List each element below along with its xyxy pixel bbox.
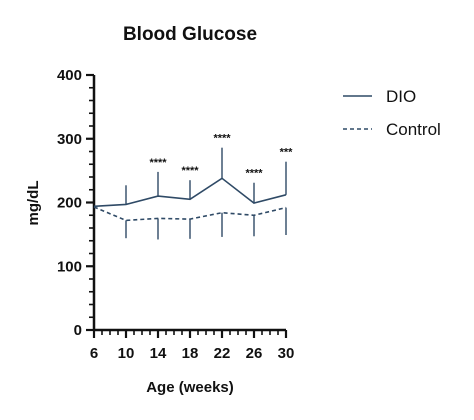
significance-label: **** bbox=[149, 157, 167, 169]
significance-label: **** bbox=[213, 133, 231, 145]
significance-label: *** bbox=[280, 147, 294, 159]
series-line-control bbox=[93, 206, 287, 222]
axes: 0 100 200 300 400 6 10 14 18 22 26 30 bbox=[57, 67, 294, 362]
legend: DIO Control bbox=[343, 87, 441, 139]
x-tick-label: 26 bbox=[246, 345, 263, 362]
series-lines bbox=[93, 177, 287, 222]
x-axis-label: Age (weeks) bbox=[146, 379, 234, 396]
y-tick-label: 0 bbox=[74, 322, 82, 339]
legend-label-control: Control bbox=[386, 120, 441, 139]
x-tick-label: 14 bbox=[150, 345, 167, 362]
y-tick-label: 100 bbox=[57, 258, 82, 275]
y-tick-label: 200 bbox=[57, 195, 82, 212]
x-tick-label: 22 bbox=[214, 345, 231, 362]
significance-labels: ******************* bbox=[149, 133, 293, 180]
x-tick-label: 10 bbox=[118, 345, 135, 362]
y-tick-label: 300 bbox=[57, 131, 82, 148]
x-tick-label: 6 bbox=[90, 345, 98, 362]
significance-label: **** bbox=[181, 165, 199, 177]
x-tick-label: 18 bbox=[182, 345, 199, 362]
chart-title: Blood Glucose bbox=[123, 24, 257, 45]
x-tick-label: 30 bbox=[278, 345, 295, 362]
y-axis-label: mg/dL bbox=[25, 181, 42, 226]
y-tick-label: 400 bbox=[57, 67, 82, 84]
error-bars bbox=[125, 147, 287, 240]
legend-label-dio: DIO bbox=[386, 87, 416, 106]
series-line-dio bbox=[93, 177, 287, 208]
significance-label: **** bbox=[245, 168, 263, 180]
